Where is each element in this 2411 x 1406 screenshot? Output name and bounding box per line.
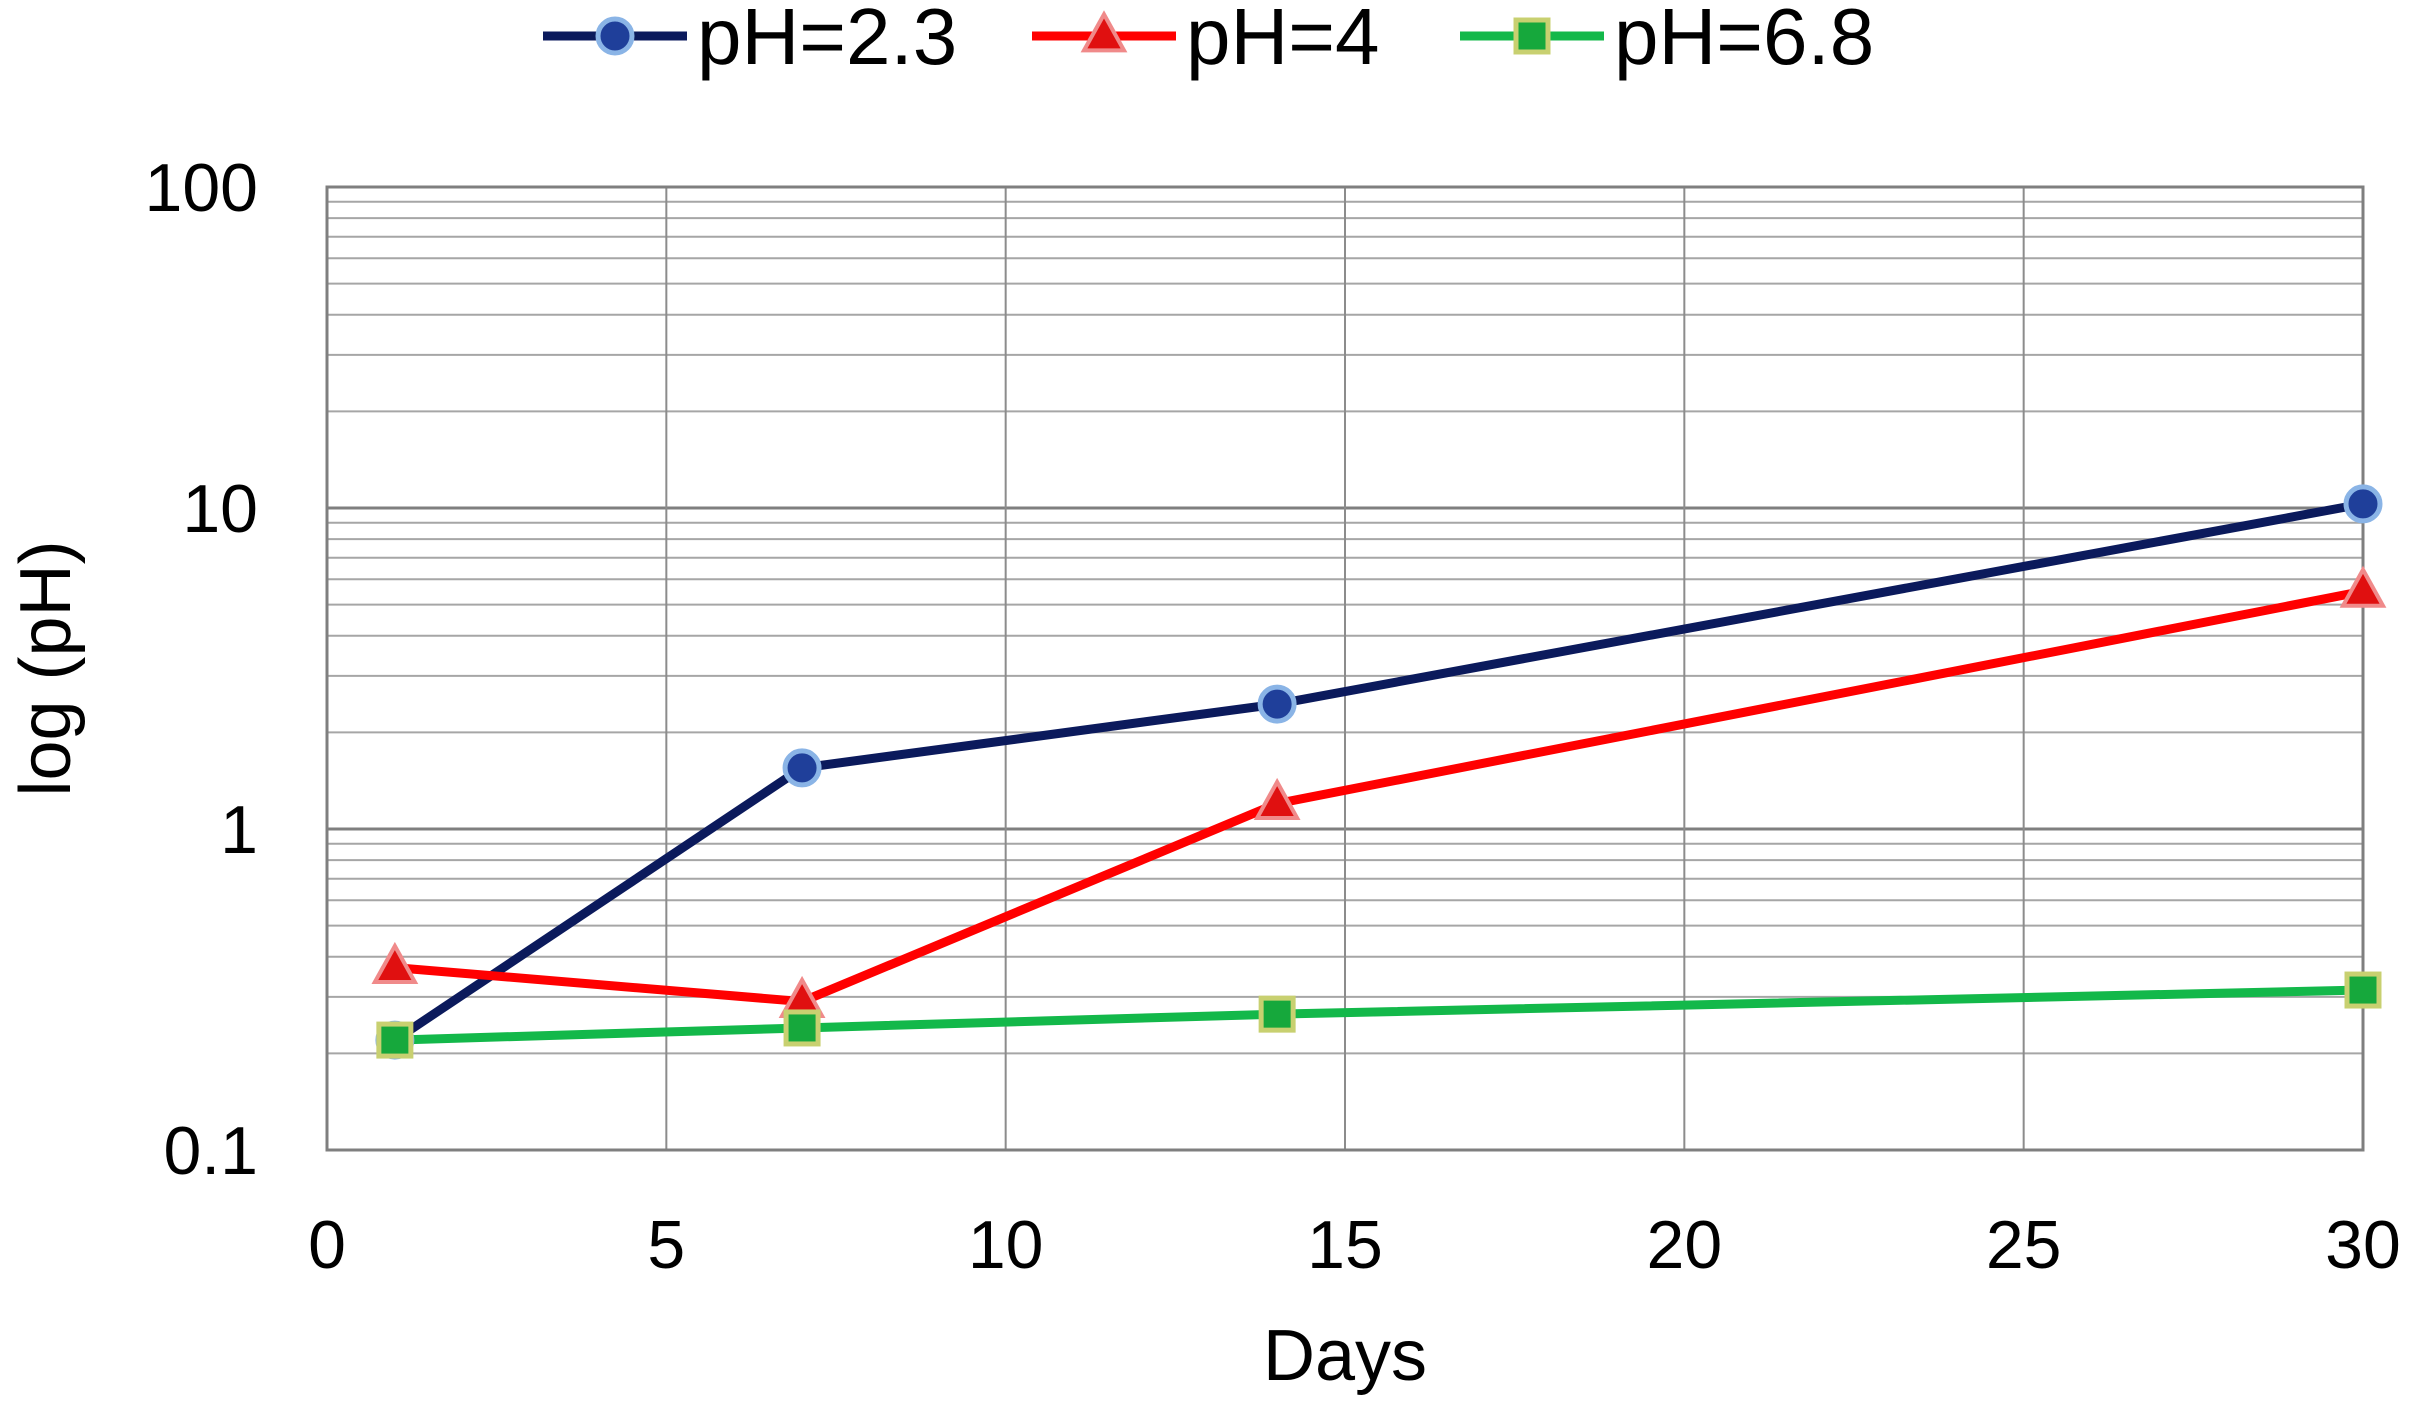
series-line-ph-2-3 [392,499,2364,1044]
legend-marker [1080,10,1128,53]
y-axis-title: log (pH) [6,540,86,796]
y-tick-label: 10 [182,471,258,547]
legend-item-ph-6-8: pH=6.8 [1460,0,1874,81]
series-lines [392,499,2364,1045]
legend-label: pH=2.3 [697,0,957,81]
y-tick-label: 0.1 [163,1113,258,1189]
x-axis-title: Days [1263,1316,1427,1396]
x-tick-label: 0 [308,1207,346,1283]
data-point-ph-6-8 [376,1021,414,1059]
major-gridlines [326,185,2364,1152]
legend-label: pH=6.8 [1614,0,1874,81]
legend: pH=2.3 pH=4 pH=6.8 [543,0,1874,81]
data-point-ph-6-8 [2344,971,2382,1009]
x-tick-label: 10 [968,1207,1044,1283]
y-tick-label: 100 [145,150,258,226]
data-point-ph-2-3 [782,748,822,788]
data-point-ph-6-8 [783,1009,821,1047]
x-tick-label: 5 [647,1207,685,1283]
series-line-ph-4 [394,586,2364,1007]
x-tick-label: 30 [2325,1207,2401,1283]
x-tick-label: 25 [1986,1207,2062,1283]
y-tick-label: 1 [220,792,258,868]
x-tick-label: 20 [1647,1207,1723,1283]
data-point-ph-2-3 [1257,684,1297,724]
data-point-ph-4 [2339,565,2387,608]
legend-marker [595,16,635,56]
data-point-ph-2-3 [2343,484,2383,524]
series-line-ph-6-8 [394,985,2364,1045]
data-point-ph-6-8 [1258,995,1296,1033]
legend-label: pH=4 [1186,0,1379,81]
legend-item-ph-4: pH=4 [1032,0,1379,81]
legend-item-ph-2-3: pH=2.3 [543,0,957,81]
plot-area-frame [325,185,2365,1152]
x-axis-tick-labels: 0 5 10 15 20 25 30 [308,1207,2401,1283]
legend-marker [1513,17,1551,55]
series-markers [371,484,2387,1060]
data-point-ph-4 [1253,777,1301,820]
x-tick-label: 15 [1307,1207,1383,1283]
data-point-ph-4 [371,941,419,985]
y-axis-tick-labels: 0.1 1 10 100 [145,150,258,1189]
